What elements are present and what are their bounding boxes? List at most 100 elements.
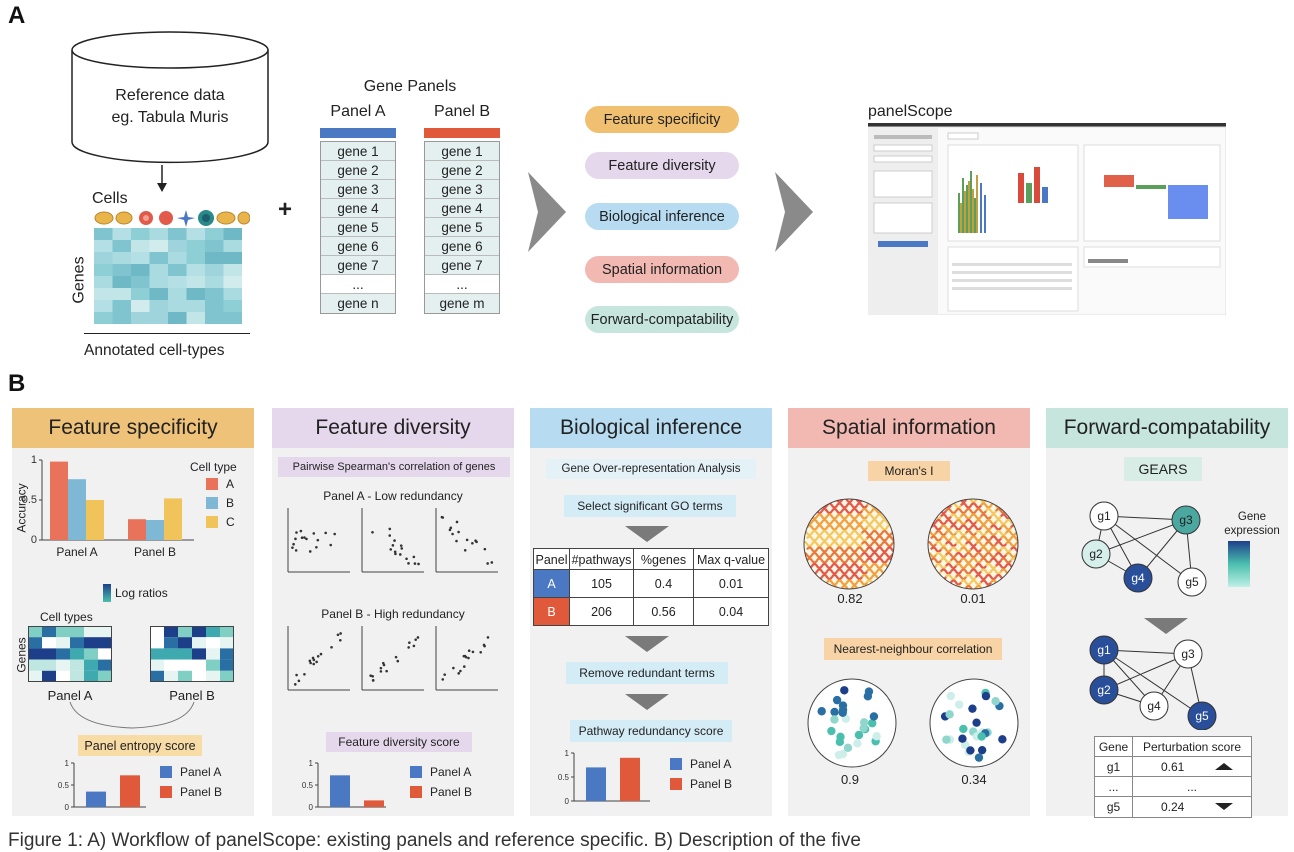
pattern-stroke — [821, 562, 833, 570]
heatmap-cell — [186, 276, 205, 288]
heatmap-cell — [206, 648, 220, 660]
scatter-point — [471, 541, 474, 545]
scatter-point — [316, 654, 320, 658]
heatmap-cell — [220, 626, 234, 638]
cells-icon — [94, 210, 250, 227]
gene-cell: gene 6 — [425, 237, 499, 256]
heatmap-cell — [206, 637, 220, 649]
pattern-stroke — [1000, 502, 1012, 509]
heatmap-cell — [112, 312, 131, 324]
heatmap-cell — [112, 264, 131, 276]
morans-value-2: 0.01 — [960, 591, 986, 606]
scatter-point — [408, 641, 411, 644]
scatter-point — [393, 550, 397, 554]
heatmap-cell — [223, 276, 242, 288]
ora-tag: Gene Over-representation Analysis — [546, 459, 756, 479]
scatter-point — [463, 548, 467, 552]
pattern-stroke — [965, 584, 977, 589]
scatter-point — [305, 537, 308, 541]
legend-label: B — [226, 496, 235, 510]
heatmap-cell — [186, 252, 205, 264]
plus-sign: + — [278, 196, 293, 223]
pattern-stroke — [806, 546, 818, 553]
pattern-stroke — [980, 579, 992, 586]
pattern-stroke — [811, 562, 823, 570]
heatmap-cell — [186, 264, 205, 276]
scatter-point — [486, 562, 489, 565]
heatmap-cell — [206, 626, 220, 638]
pattern-stroke — [995, 518, 1007, 526]
pattern-stroke — [866, 524, 878, 531]
pattern-stroke — [876, 502, 888, 509]
pattern-stroke — [871, 551, 883, 559]
gene-node-label: g3 — [1181, 647, 1195, 661]
pattern-stroke — [940, 568, 952, 575]
heatmap-cell — [28, 670, 42, 682]
heatmap-cell — [149, 276, 168, 288]
scatter-point — [457, 530, 460, 534]
pattern-stroke — [841, 499, 853, 504]
heatmap-cell — [149, 264, 168, 276]
pattern-stroke — [985, 573, 997, 581]
scatter-point — [379, 670, 383, 673]
gene-network-before: g1 g2 g3 g4 g5 — [1081, 501, 1207, 597]
scatter-point — [451, 532, 454, 536]
gene-node — [1177, 567, 1207, 597]
pattern-stroke — [945, 499, 957, 504]
down-triangle-icon — [625, 694, 669, 710]
perturbation-row-1: g1 0.61 — [1095, 757, 1251, 777]
heatmap-cell — [42, 626, 56, 638]
heatmap-cell — [149, 312, 168, 324]
pattern-stroke — [881, 540, 893, 548]
cell-dot — [830, 715, 839, 724]
nearest-neighbour-low-pattern — [929, 678, 1019, 768]
legend-label-panel-b: Panel B — [180, 785, 223, 799]
pattern-stroke — [856, 513, 868, 520]
heatmap-cell — [168, 276, 187, 288]
gene-cell: gene 7 — [425, 256, 499, 275]
pattern-stroke — [804, 540, 813, 548]
scatter-point — [457, 672, 461, 675]
legend-swatch-panel-a — [410, 766, 422, 778]
bar — [128, 519, 146, 540]
pattern-stroke — [836, 546, 848, 553]
pattern-stroke — [856, 579, 868, 586]
scatter-point — [339, 632, 342, 635]
scatter-point — [315, 660, 318, 664]
cell-dot — [966, 746, 975, 755]
accuracy-bar-chart: 0 0.5 1 Panel A Panel B — [22, 454, 194, 559]
scatter-point — [311, 656, 315, 660]
legend-swatch-panel-b — [410, 786, 422, 798]
pattern-stroke — [980, 546, 992, 553]
heatmap-cell — [164, 637, 178, 649]
pattern-stroke — [831, 562, 843, 570]
pattern-stroke — [965, 562, 977, 570]
pattern-stroke — [804, 573, 813, 581]
morans-i-high-pattern — [803, 498, 895, 590]
cell-dot — [863, 692, 873, 701]
cell-dot — [817, 707, 826, 716]
pattern-stroke — [1010, 568, 1018, 575]
bar — [86, 500, 104, 540]
entropy-legend: Panel A Panel B — [160, 765, 222, 799]
pattern-stroke — [928, 584, 937, 589]
pattern-stroke — [846, 557, 858, 564]
pattern-stroke — [980, 535, 992, 542]
heatmap-cell — [112, 300, 131, 312]
scatter-point — [452, 666, 455, 670]
heatmap-cell — [223, 252, 242, 264]
heatmap-cell — [94, 264, 113, 276]
cell-dot — [942, 735, 951, 744]
pattern-stroke — [856, 535, 868, 542]
heatmap-cell — [84, 637, 98, 649]
pattern-stroke — [876, 535, 888, 542]
perturbation-row-3: g5 0.24 — [1095, 797, 1251, 817]
pattern-stroke — [980, 557, 992, 564]
heatmap-cell — [42, 637, 56, 649]
gene-node-label: g2 — [1089, 547, 1103, 561]
nn-value-1: 0.9 — [840, 772, 860, 787]
pattern-stroke — [804, 584, 813, 589]
gene-node-label: g1 — [1097, 509, 1111, 523]
pattern-stroke — [831, 551, 843, 559]
pattern-stroke — [960, 568, 972, 575]
